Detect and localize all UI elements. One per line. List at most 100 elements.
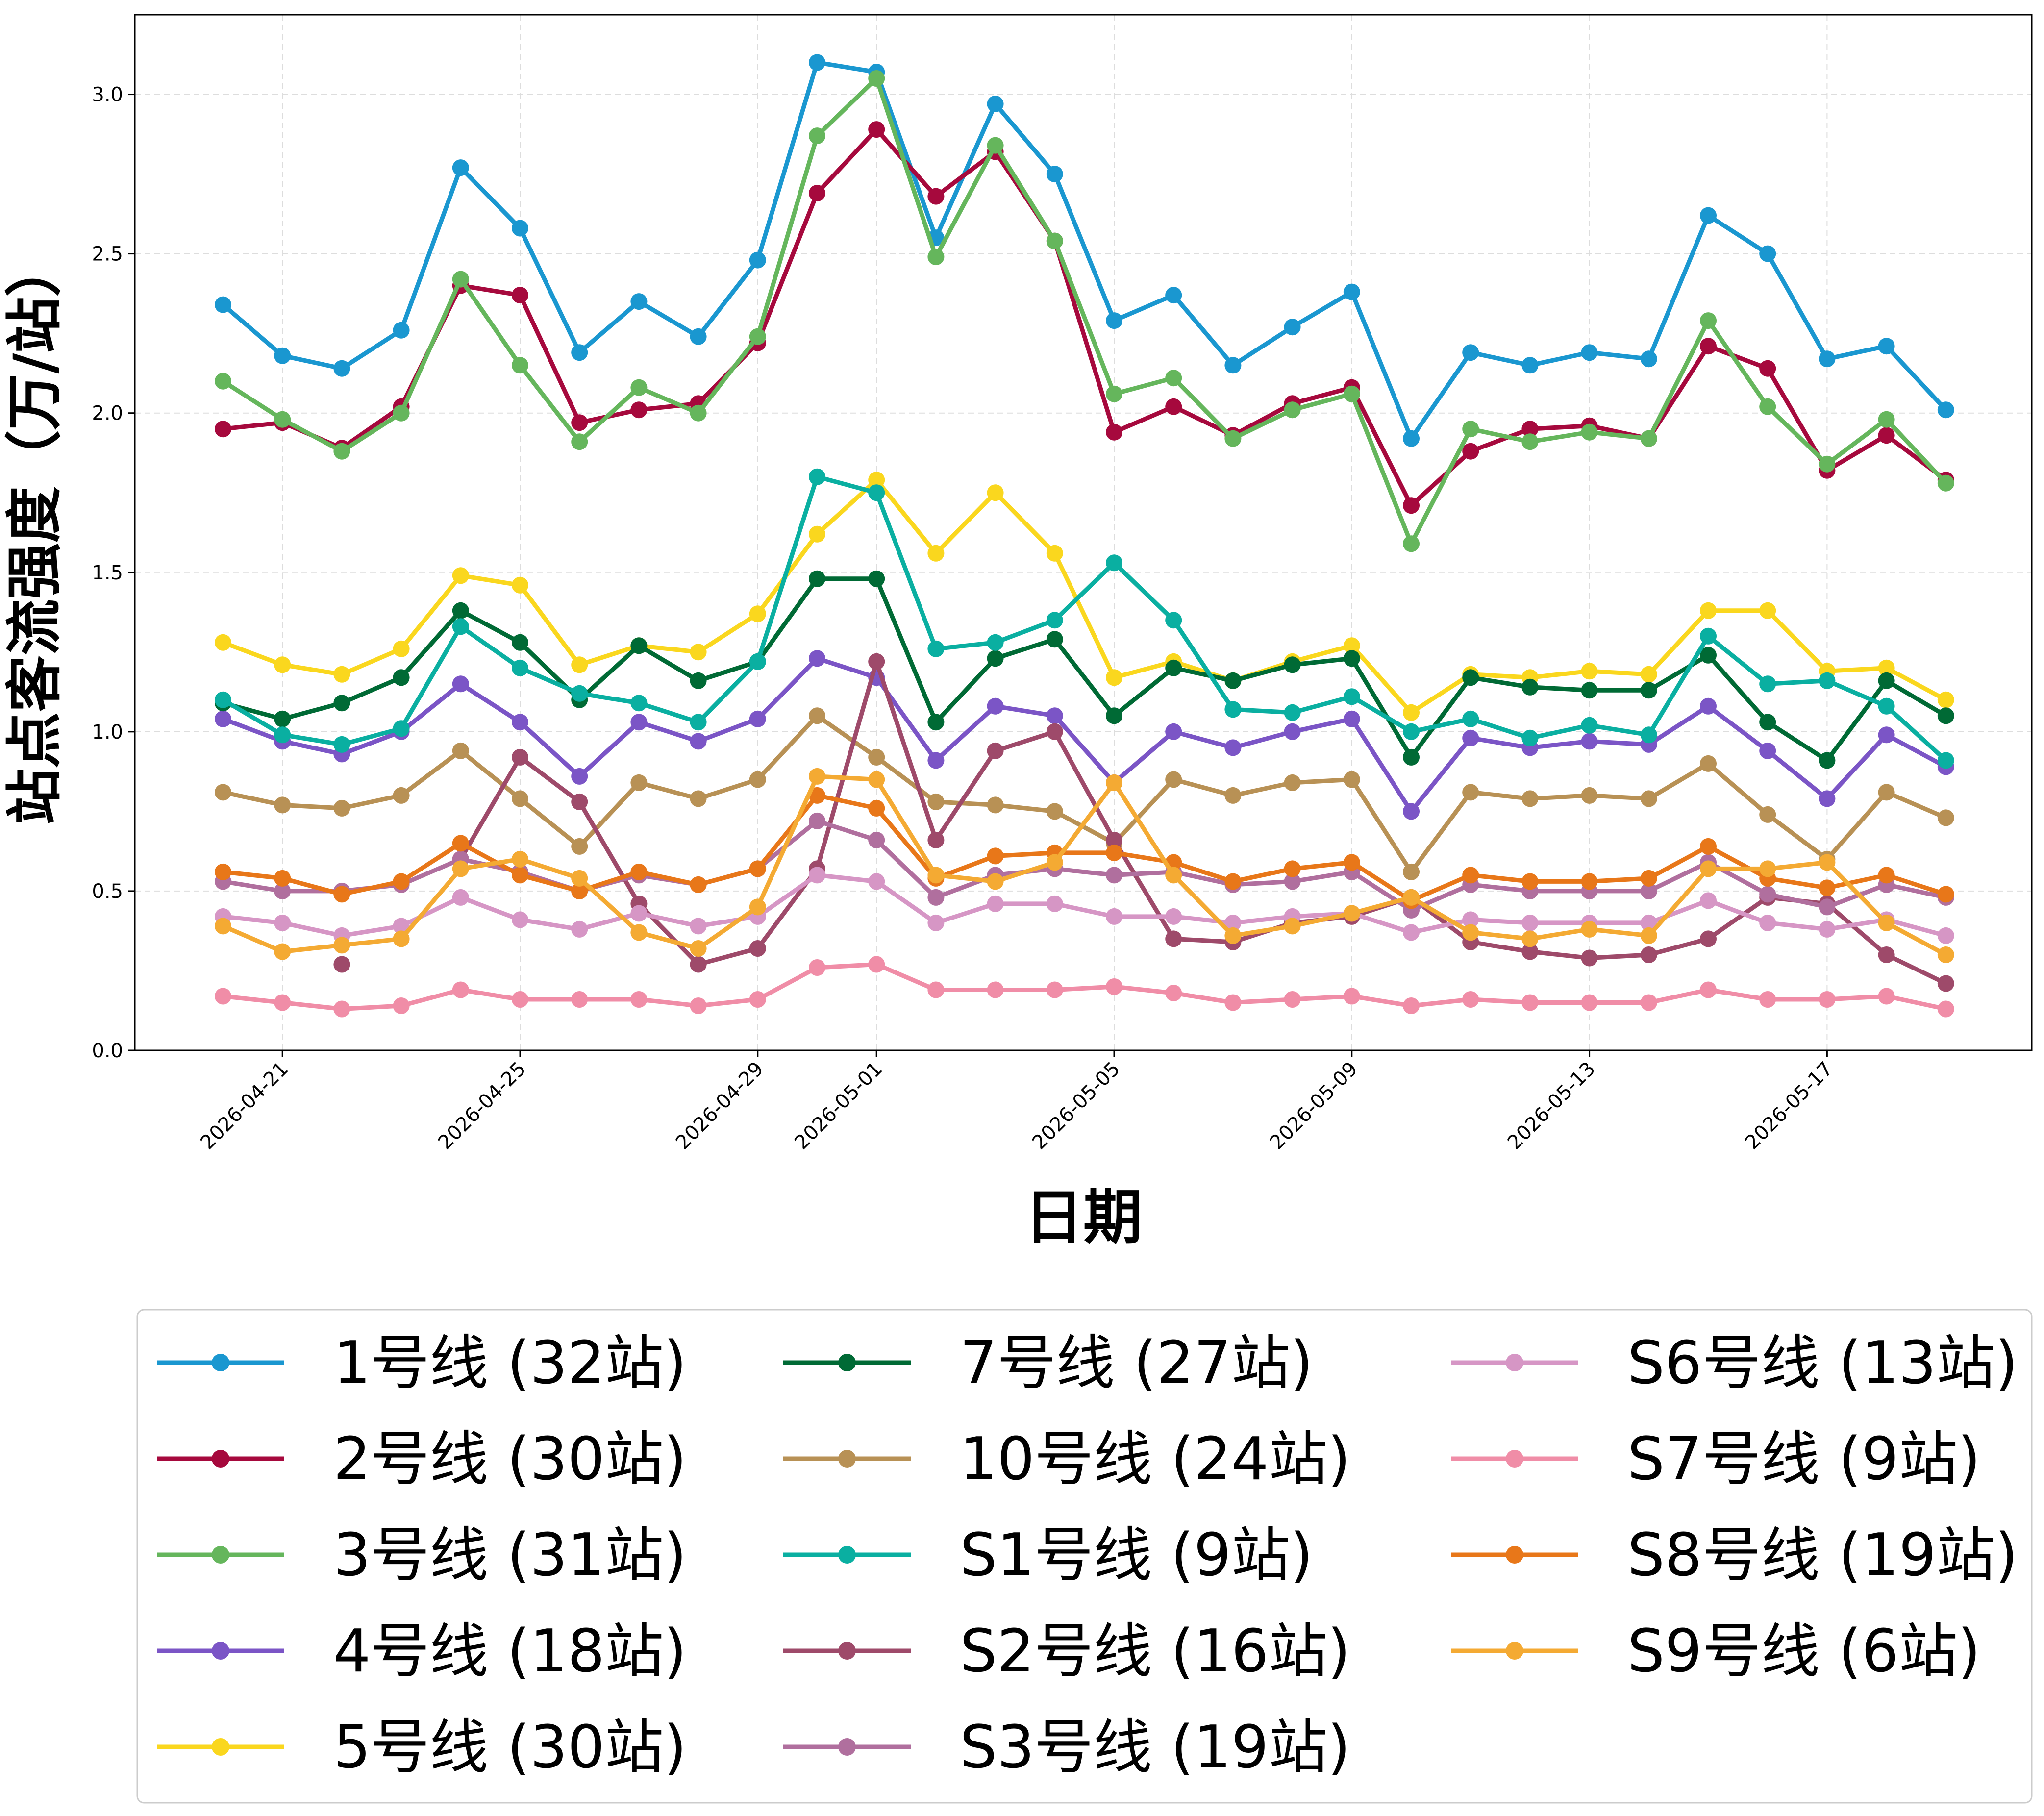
data-point [393, 997, 410, 1014]
data-point [927, 188, 945, 205]
data-point [1046, 612, 1063, 629]
data-point [1819, 350, 1836, 368]
data-point [1819, 752, 1836, 769]
data-point [630, 401, 648, 419]
data-point [868, 831, 885, 848]
data-point [630, 991, 648, 1008]
legend-label: 7号线 (27站) [960, 1329, 1313, 1397]
data-point [630, 379, 648, 396]
data-point [393, 404, 410, 422]
data-point [1106, 385, 1122, 402]
data-point [987, 847, 1004, 865]
series-lines [215, 54, 1954, 1018]
data-point [1878, 411, 1895, 428]
data-point [452, 675, 469, 693]
data-point [333, 799, 350, 817]
series-6 [215, 570, 1954, 769]
data-point [274, 796, 291, 814]
data-point [809, 54, 825, 71]
data-point [1046, 895, 1063, 912]
y-tick-label: 1.0 [92, 721, 123, 744]
data-point [1581, 717, 1598, 734]
data-point [393, 930, 410, 947]
data-point [512, 659, 528, 676]
data-point [809, 127, 825, 145]
data-point [809, 707, 825, 724]
data-point [1462, 710, 1479, 727]
data-point [452, 742, 469, 759]
data-point [571, 656, 588, 673]
data-point [1106, 978, 1122, 995]
data-point [1403, 497, 1420, 514]
data-point [1165, 612, 1182, 629]
data-point [749, 860, 766, 877]
data-point [749, 991, 766, 1008]
data-point [393, 669, 410, 686]
legend-item: S3号线 (19站) [783, 1714, 1350, 1782]
data-point [927, 793, 945, 810]
data-point [1521, 729, 1539, 746]
data-point [809, 525, 825, 543]
data-point [1046, 803, 1063, 820]
data-point [1700, 627, 1717, 645]
data-point [690, 997, 707, 1014]
plot-area-frame [134, 14, 2033, 1051]
data-point [1937, 474, 1954, 492]
data-point [987, 742, 1004, 759]
data-point [1521, 421, 1539, 438]
data-point [1224, 672, 1242, 689]
data-point [927, 752, 945, 769]
data-point [987, 895, 1004, 912]
data-point [1284, 704, 1301, 721]
y-axis-ticks: 0.0 0.5 1.0 1.5 2.0 2.5 3.0 [92, 84, 135, 1062]
data-point [1640, 870, 1657, 887]
data-point [452, 860, 469, 877]
data-point [1640, 726, 1657, 744]
data-point [690, 790, 707, 807]
data-point [987, 137, 1004, 154]
legend-label: 4号线 (18站) [333, 1617, 687, 1686]
legend-item: 7号线 (27站) [783, 1329, 1313, 1397]
legend: 1号线 (32站) 2号线 (30站) 3号线 (31站) 4号线 (18站) 5号线 … [136, 1309, 2033, 1804]
legend-label: 1号线 (32站) [333, 1329, 687, 1397]
series-line [221, 793, 1948, 903]
data-point [868, 70, 885, 87]
data-point [809, 768, 825, 785]
data-point [1284, 723, 1301, 740]
data-point [927, 867, 945, 884]
data-point [1403, 430, 1420, 447]
data-point [690, 876, 707, 893]
data-point [1106, 312, 1122, 329]
data-point [809, 570, 825, 587]
data-point [1462, 669, 1479, 686]
legend-marker [838, 1354, 856, 1371]
data-point [571, 414, 588, 431]
data-point [512, 748, 528, 766]
data-point [1403, 704, 1420, 721]
data-point [1819, 920, 1836, 938]
data-point [1462, 911, 1479, 928]
data-point [512, 790, 528, 807]
data-point [333, 956, 350, 973]
data-point [1224, 430, 1242, 447]
data-point [868, 748, 885, 766]
data-point [1343, 283, 1360, 300]
series-line [221, 60, 1948, 441]
data-point [1284, 918, 1301, 935]
data-point [215, 988, 231, 1005]
data-point [1403, 723, 1420, 740]
legend-marker [1506, 1354, 1523, 1371]
data-point [1937, 707, 1954, 724]
legend-item: 5号线 (30站) [157, 1714, 687, 1782]
data-point [1165, 398, 1182, 415]
data-point [1878, 672, 1895, 689]
data-point [987, 873, 1004, 890]
data-point [987, 697, 1004, 715]
data-point [1878, 659, 1895, 676]
y-axis-title: 站点客流强度（万/站） [2, 240, 68, 824]
data-point [1403, 997, 1420, 1014]
data-point [1224, 357, 1242, 374]
data-point [1403, 924, 1420, 941]
data-point [1343, 771, 1360, 788]
data-point [274, 943, 291, 960]
